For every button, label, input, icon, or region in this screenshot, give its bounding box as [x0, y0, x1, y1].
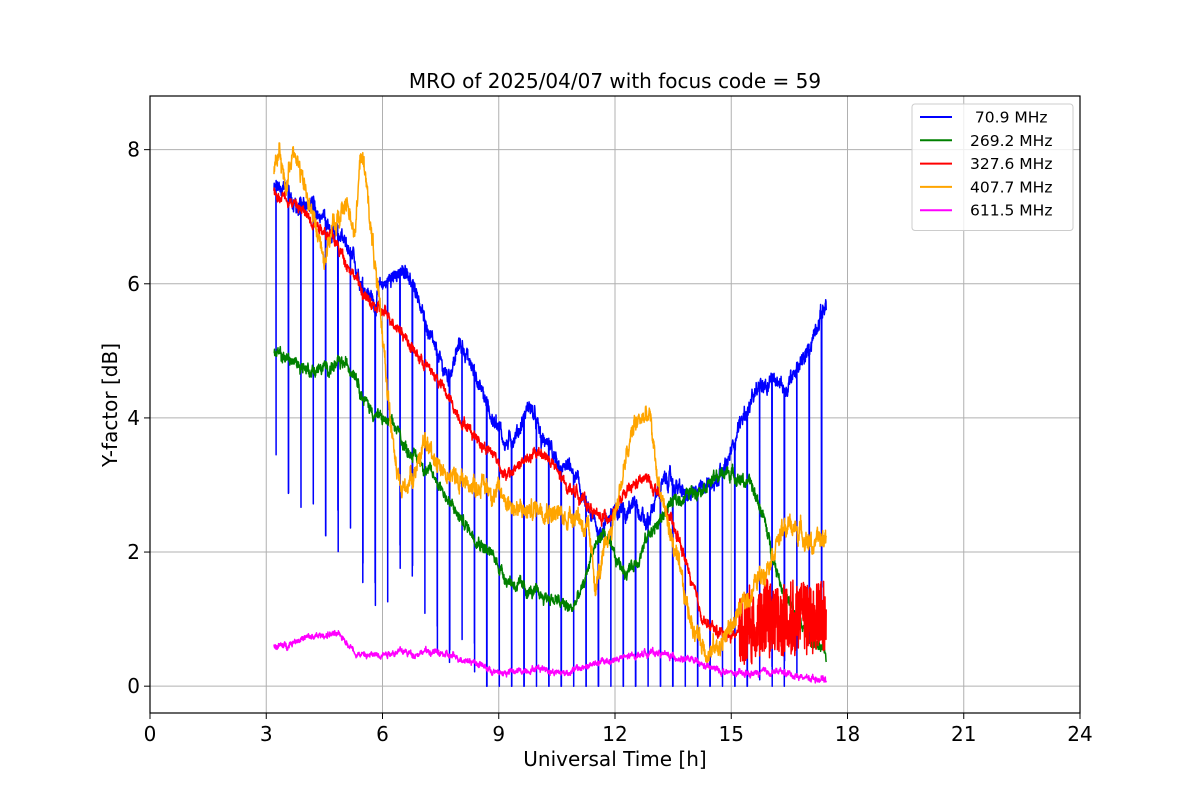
y-tick-label: 6 — [127, 272, 140, 296]
series-line-2 — [273, 187, 827, 666]
chart-title: MRO of 2025/04/07 with focus code = 59 — [409, 69, 821, 93]
y-tick-label: 8 — [127, 138, 140, 162]
x-tick-label: 6 — [376, 722, 389, 746]
legend-label-0: 70.9 MHz — [970, 109, 1048, 127]
x-tick-label: 24 — [1067, 722, 1092, 746]
y-tick-label: 0 — [127, 674, 140, 698]
x-tick-label: 18 — [835, 722, 860, 746]
x-tick-label: 0 — [144, 722, 157, 746]
x-tick-label: 21 — [951, 722, 976, 746]
y-tick-label: 4 — [127, 406, 140, 430]
series-line-1 — [273, 345, 827, 663]
y-tick-label: 2 — [127, 540, 140, 564]
series-line-4 — [273, 629, 827, 684]
x-tick-label: 9 — [492, 722, 505, 746]
legend-label-4: 611.5 MHz — [970, 202, 1052, 220]
legend-label-2: 327.6 MHz — [970, 155, 1052, 173]
legend-frame — [911, 103, 1074, 231]
x-tick-label: 15 — [719, 722, 744, 746]
x-axis-label: Universal Time [h] — [523, 747, 706, 771]
series-area — [273, 142, 827, 687]
x-tick-label: 3 — [260, 722, 273, 746]
y-axis-label: Y-factor [dB] — [98, 343, 122, 468]
series-line-3 — [273, 142, 827, 668]
legend: 70.9 MHz 269.2 MHz 327.6 MHz 407.7 MHz 611.5… — [911, 103, 1074, 231]
x-tick-label: 12 — [602, 722, 627, 746]
legend-label-3: 407.7 MHz — [970, 178, 1052, 196]
legend-label-1: 269.2 MHz — [970, 132, 1052, 150]
